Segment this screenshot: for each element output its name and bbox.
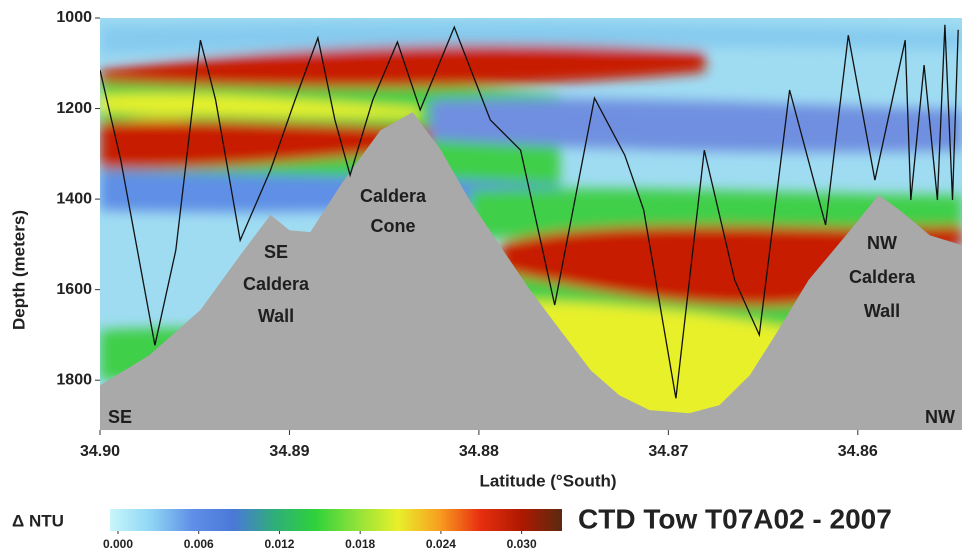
annotation: Cone xyxy=(371,216,416,236)
annotation: Wall xyxy=(258,306,294,326)
x-tick-label: 34.87 xyxy=(648,443,688,460)
y-tick-label: 1800 xyxy=(56,371,92,388)
annotation: Caldera xyxy=(243,274,310,294)
x-axis-label: Latitude (°South) xyxy=(479,471,616,490)
contour-field xyxy=(100,18,962,430)
colorbar-tick-label: 0.030 xyxy=(507,537,537,551)
x-tick-label: 34.90 xyxy=(80,443,120,460)
colorbar xyxy=(110,509,562,531)
annotation: SE xyxy=(108,407,132,427)
x-tick-label: 34.86 xyxy=(838,443,878,460)
colorbar-tick-label: 0.018 xyxy=(345,537,375,551)
y-tick-label: 1400 xyxy=(56,190,92,207)
colorbar-tick-label: 0.000 xyxy=(103,537,133,551)
annotation: Caldera xyxy=(849,267,916,287)
annotation: Wall xyxy=(864,301,900,321)
colorbar-tick-label: 0.024 xyxy=(426,537,456,551)
annotation: SE xyxy=(264,242,288,262)
x-tick-label: 34.89 xyxy=(269,443,309,460)
chart: Depth (meters) Latitude (°South) Δ NTU C… xyxy=(0,0,962,557)
chart-title: CTD Tow T07A02 - 2007 xyxy=(578,503,892,534)
y-tick-label: 1000 xyxy=(56,9,92,26)
colorbar-tick-label: 0.012 xyxy=(264,537,294,551)
colorbar-label: Δ NTU xyxy=(12,511,64,530)
annotation: NW xyxy=(867,233,897,253)
colorbar-tick-label: 0.006 xyxy=(184,537,214,551)
annotation: NW xyxy=(925,407,955,427)
y-axis-label: Depth (meters) xyxy=(9,210,28,330)
annotation: Caldera xyxy=(360,186,427,206)
y-tick-label: 1600 xyxy=(56,281,92,298)
y-tick-label: 1200 xyxy=(56,100,92,117)
x-tick-label: 34.88 xyxy=(459,443,499,460)
